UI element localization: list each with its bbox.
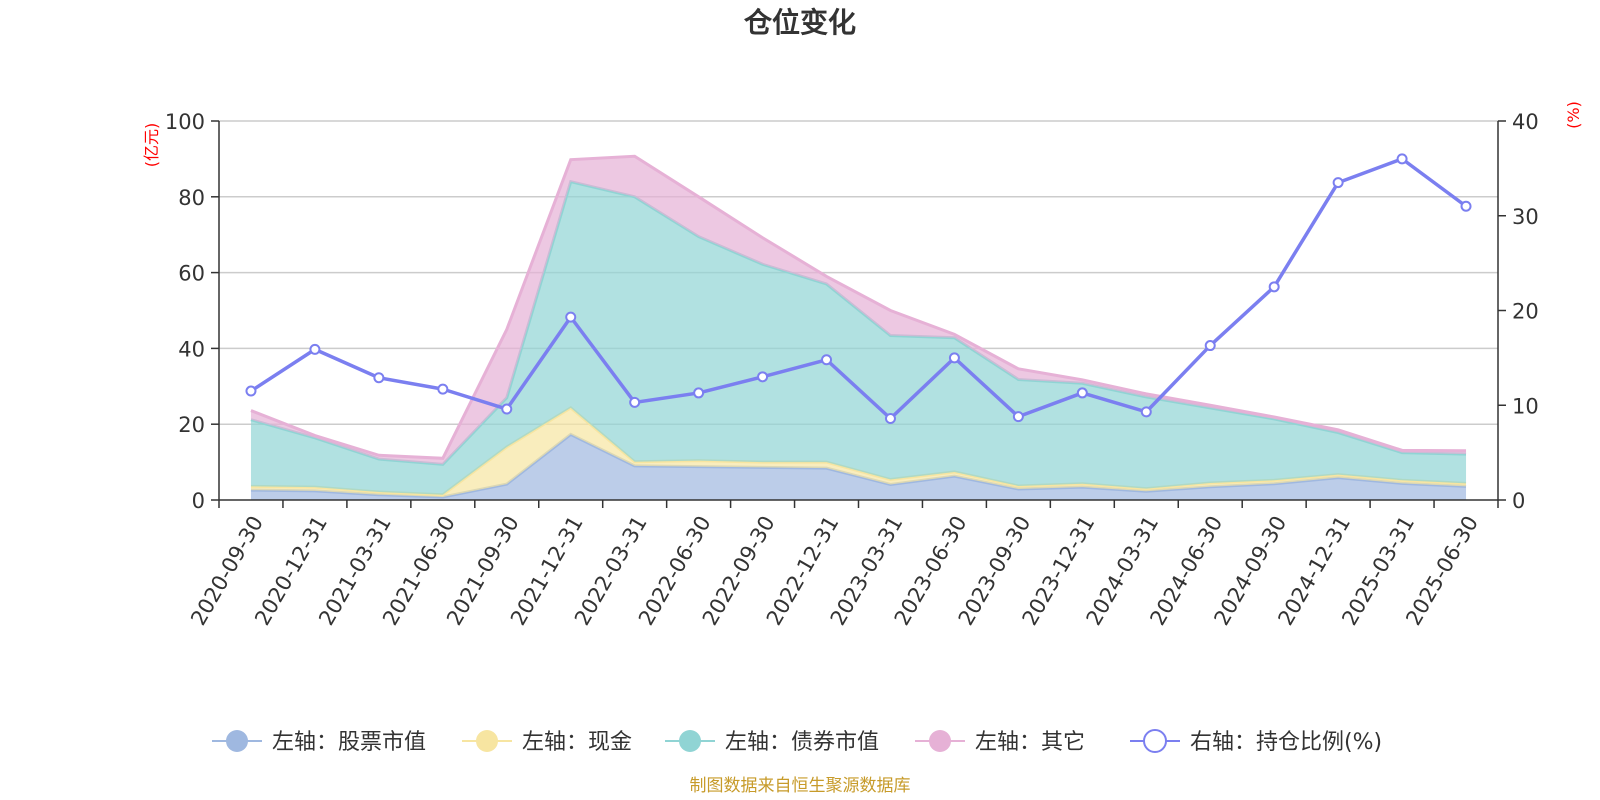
legend: 左轴：股票市值 左轴：现金 左轴：债券市值 左轴：其它 右轴：持仓比例(%) — [212, 729, 1382, 755]
ratio-line — [250, 157, 1468, 421]
right-tick-label: 30 — [1512, 205, 1539, 229]
ratio-point — [1012, 411, 1024, 423]
area-edge-3 — [250, 154, 1467, 460]
legend-label-1: 左轴：现金 — [522, 730, 632, 755]
left-tick-label: 80 — [178, 186, 205, 210]
left-tick-label: 100 — [165, 110, 205, 134]
ratio-point — [437, 383, 449, 395]
ratio-point — [884, 413, 896, 425]
right-tick-label: 0 — [1512, 489, 1525, 513]
ratio-point — [1460, 200, 1472, 212]
ratio-point — [821, 354, 833, 366]
area-series — [250, 154, 1467, 500]
left-tick-label: 0 — [192, 489, 205, 513]
legend-label-4: 右轴：持仓比例(%) — [1190, 730, 1382, 755]
right-tick-label: 40 — [1512, 110, 1539, 134]
ratio-point — [309, 343, 321, 355]
ratio-point — [948, 352, 960, 364]
ratio-point — [501, 403, 513, 415]
ratio-point — [373, 372, 385, 384]
legend-marker-0 — [226, 730, 248, 752]
area-0 — [250, 434, 1467, 500]
ratio-point — [1140, 406, 1152, 418]
legend-label-0: 左轴：股票市值 — [272, 730, 426, 755]
area-1 — [250, 407, 1467, 497]
area-3 — [250, 156, 1467, 465]
legend-marker-1 — [476, 730, 498, 752]
legend-label-3: 左轴：其它 — [975, 730, 1085, 755]
left-tick-label: 20 — [178, 413, 205, 437]
ratio-point — [1332, 177, 1344, 189]
ratio-point — [565, 311, 577, 323]
right-axis-unit: (%) — [1564, 101, 1583, 129]
left-tick-label: 40 — [178, 337, 205, 361]
ratio-point — [245, 385, 257, 397]
ratio-point — [693, 387, 705, 399]
area-2 — [250, 181, 1467, 495]
legend-marker-3 — [929, 730, 951, 752]
left-axis-unit: (亿元) — [142, 123, 161, 168]
left-tick-label: 60 — [178, 262, 205, 286]
chart-title: 仓位变化 — [744, 6, 856, 39]
ratio-point — [1396, 153, 1408, 165]
ratio-point — [1076, 387, 1088, 399]
right-tick-label: 20 — [1512, 300, 1539, 324]
legend-label-2: 左轴：债券市值 — [725, 730, 879, 755]
ratio-point — [1204, 340, 1216, 352]
source-note: 制图数据来自恒生聚源数据库 — [690, 776, 911, 796]
ratio-line-series — [245, 153, 1472, 425]
ratio-point — [1268, 281, 1280, 293]
ratio-point — [629, 396, 641, 408]
legend-marker-4 — [1143, 729, 1167, 753]
legend-marker-2 — [679, 730, 701, 752]
right-tick-label: 10 — [1512, 394, 1539, 418]
ratio-point — [757, 371, 769, 383]
